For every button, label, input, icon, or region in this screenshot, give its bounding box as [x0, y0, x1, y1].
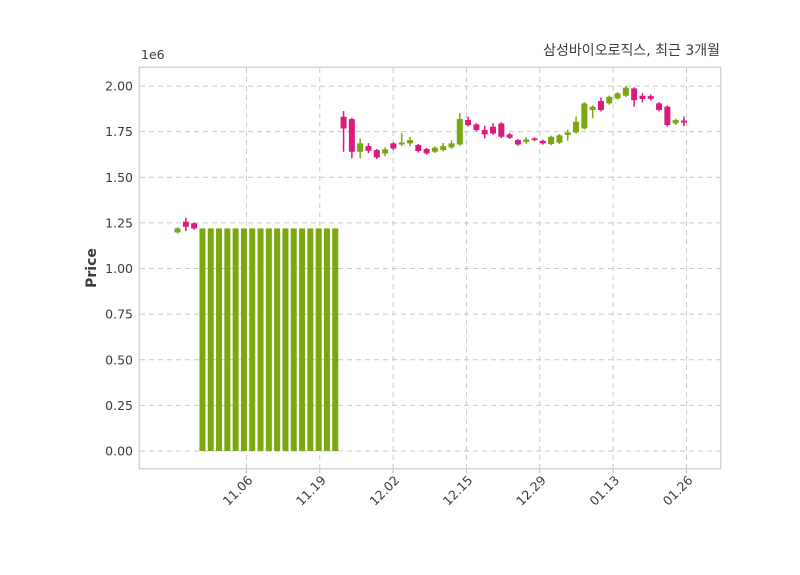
- candle-body-up: [614, 93, 621, 99]
- y-tick-label: 1.00: [105, 261, 133, 276]
- x-tick-label: 12.02: [366, 473, 402, 509]
- candle-body-up: [290, 228, 297, 452]
- candle-body-down: [365, 146, 372, 151]
- y-tick-label: 0.25: [105, 398, 133, 413]
- candle-body-up: [249, 228, 256, 452]
- candle-body-up: [307, 228, 314, 452]
- candle-body-up: [606, 96, 613, 104]
- x-tick-label: 01.26: [660, 472, 696, 508]
- candle-body-up: [265, 228, 272, 452]
- candle-body-down: [647, 96, 654, 99]
- y-tick-label: 0.75: [105, 307, 133, 322]
- candle-body-down: [680, 120, 687, 123]
- y-tick-label: 1.50: [105, 170, 133, 185]
- candle-body-up: [299, 228, 306, 452]
- candle-body-down: [506, 134, 513, 138]
- y-tick-label: 0.50: [105, 352, 133, 367]
- candle-body-up: [315, 228, 322, 452]
- candle-body-down: [531, 138, 538, 141]
- candle-body-up: [622, 87, 629, 96]
- candle-body-down: [631, 88, 638, 101]
- candle-body-down: [373, 150, 380, 158]
- candle-body-down: [490, 126, 497, 134]
- candle-body-up: [382, 149, 389, 154]
- candle-body-up: [174, 228, 181, 233]
- y-axis-offset-label: 1e6: [141, 47, 165, 62]
- candle-body-down: [473, 124, 480, 131]
- candle-body-up: [448, 143, 455, 148]
- candle-body-down: [348, 119, 355, 152]
- candle-body-up: [257, 228, 264, 452]
- candle-body-down: [498, 123, 505, 137]
- candle-body-up: [456, 118, 463, 145]
- x-tick-label: 12.29: [513, 472, 549, 508]
- x-tick-label: 01.13: [586, 473, 622, 509]
- candle-body-down: [481, 130, 488, 135]
- candle-body-down: [340, 116, 347, 129]
- candle-body-down: [415, 145, 422, 152]
- candle-body-up: [406, 140, 413, 144]
- candle-body-up: [556, 135, 563, 143]
- candle-body-up: [431, 147, 438, 152]
- candle-body-down: [182, 221, 189, 227]
- candle-body-up: [581, 103, 588, 129]
- y-tick-label: 0.00: [105, 444, 133, 459]
- candle-body-down: [423, 149, 430, 154]
- chart-title: 삼성바이오로직스, 최근 3개월: [543, 43, 720, 59]
- candle-body-up: [573, 121, 580, 133]
- candle-body-up: [564, 132, 571, 135]
- candle-body-up: [672, 120, 679, 124]
- candle-body-up: [589, 106, 596, 110]
- candle-body-down: [539, 140, 546, 144]
- candle-body-up: [357, 143, 364, 152]
- candle-body-up: [224, 228, 231, 452]
- candle-body-up: [232, 228, 239, 452]
- candle-body-up: [323, 228, 330, 452]
- candle-body-down: [656, 103, 663, 110]
- x-tick-label: 11.06: [220, 472, 256, 508]
- candle-body-down: [664, 106, 671, 126]
- candle-body-up: [332, 228, 339, 452]
- y-axis-label: Price: [84, 248, 100, 288]
- candle-body-up: [216, 228, 223, 452]
- candle-body-up: [440, 146, 447, 151]
- candle-body-up: [274, 228, 281, 452]
- candle-body-down: [639, 95, 646, 100]
- candle-body-up: [240, 228, 247, 452]
- candle-body-up: [548, 136, 555, 145]
- candle-body-down: [597, 101, 604, 110]
- candle-body-up: [207, 228, 214, 452]
- x-tick-label: 11.19: [293, 472, 329, 508]
- x-tick-label: 12.15: [440, 473, 476, 509]
- candle-body-down: [465, 120, 472, 126]
- candle-body-down: [514, 140, 521, 145]
- candle-body-down: [191, 223, 198, 229]
- y-tick-label: 1.75: [105, 124, 133, 139]
- candle-body-up: [523, 139, 530, 142]
- candle-body-up: [398, 142, 405, 145]
- candle-body-up: [282, 228, 289, 452]
- y-tick-label: 2.00: [105, 79, 133, 94]
- y-tick-label: 1.25: [105, 215, 133, 230]
- candle-body-down: [390, 143, 397, 149]
- candle-body-up: [199, 228, 206, 452]
